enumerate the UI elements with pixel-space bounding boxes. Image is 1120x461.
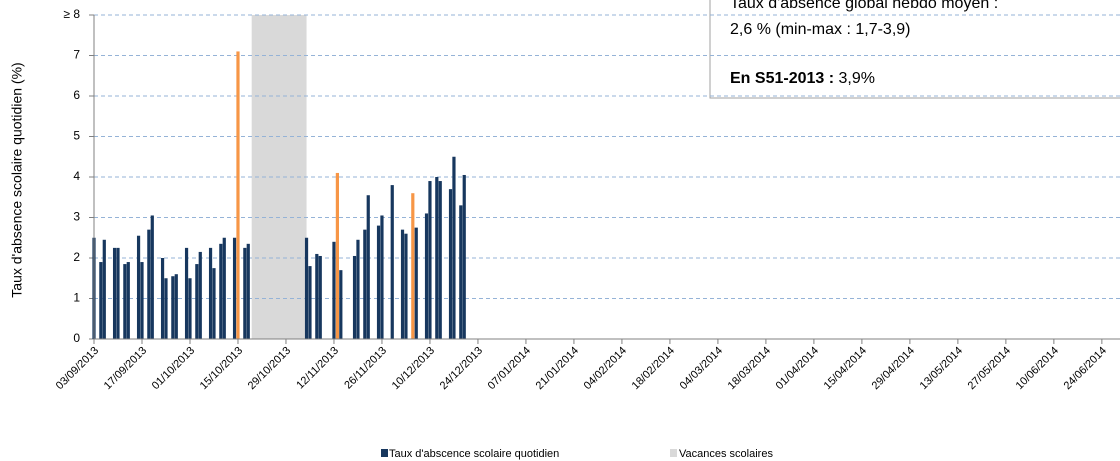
bar xyxy=(318,255,322,339)
bar xyxy=(428,181,432,339)
x-tick-label: 29/04/2014 xyxy=(870,345,917,392)
x-tick-label: 17/09/2013 xyxy=(102,345,149,392)
bar xyxy=(380,215,384,339)
x-tick-label: 01/10/2013 xyxy=(150,345,197,392)
x-tick-label: 15/10/2013 xyxy=(198,345,245,392)
bar xyxy=(184,247,189,339)
y-tick-label: 1 xyxy=(73,291,80,305)
bar xyxy=(99,262,103,339)
x-tick-label: 24/12/2013 xyxy=(438,345,485,392)
legend-label: Vacances scolaires xyxy=(679,448,773,460)
bar xyxy=(188,278,192,339)
annotation-label: En S51-2013 : xyxy=(730,70,834,87)
bar xyxy=(126,262,130,339)
bar xyxy=(150,215,154,339)
annotation-line: En S51-2013 : 3,9% xyxy=(730,70,875,87)
x-tick-label: 27/05/2014 xyxy=(966,345,1013,392)
bar xyxy=(164,278,168,339)
bar xyxy=(246,243,250,339)
bar xyxy=(438,181,442,339)
y-tick-label: 5 xyxy=(73,129,80,143)
bar xyxy=(304,237,309,339)
annotation-line: 2,6 % (min-max : 1,7-3,9) xyxy=(730,21,911,38)
bar xyxy=(411,193,415,339)
bar xyxy=(198,251,202,339)
bar xyxy=(356,239,360,339)
bar xyxy=(236,51,240,339)
bar xyxy=(123,264,127,339)
x-tick-label: 01/04/2014 xyxy=(774,345,821,392)
bar xyxy=(332,241,336,339)
bar xyxy=(102,239,106,339)
bar xyxy=(435,177,439,339)
bar xyxy=(243,247,247,339)
bar xyxy=(459,205,463,339)
bar xyxy=(195,264,199,339)
bar xyxy=(452,156,456,339)
x-tick-label: 04/02/2014 xyxy=(582,345,629,392)
x-tick-label: 29/10/2013 xyxy=(246,345,293,392)
bar xyxy=(174,274,178,339)
y-tick-label: 4 xyxy=(73,169,80,183)
y-tick-label: 2 xyxy=(73,250,80,264)
bar xyxy=(232,237,237,339)
annotation-line: Taux d'absence global hebdo moyen : xyxy=(730,0,998,12)
bar xyxy=(404,233,408,339)
bar xyxy=(339,270,343,339)
bar xyxy=(171,276,175,339)
bar xyxy=(147,229,151,339)
x-tick-label: 04/03/2014 xyxy=(678,345,725,392)
bar xyxy=(315,253,319,339)
legend-label: Taux d'abscence scolaire quotidien xyxy=(389,448,559,460)
bar xyxy=(424,213,429,339)
x-tick-label: 03/09/2013 xyxy=(54,345,101,392)
legend-swatch xyxy=(381,449,388,457)
bar xyxy=(400,229,405,339)
bar xyxy=(335,172,339,339)
bar xyxy=(414,227,418,339)
bar xyxy=(390,185,394,339)
bar xyxy=(366,195,370,339)
bar xyxy=(363,229,367,339)
bar xyxy=(160,258,165,339)
bar xyxy=(222,237,226,339)
y-axis-title: Taux d'absence scolaire quotidien (%) xyxy=(9,62,25,297)
bar xyxy=(212,268,216,339)
bar xyxy=(112,247,117,339)
bar xyxy=(208,247,213,339)
bar xyxy=(136,235,141,339)
x-tick-label: 10/12/2013 xyxy=(390,345,437,392)
x-tick-label: 21/01/2014 xyxy=(534,345,581,392)
x-tick-label: 12/11/2013 xyxy=(294,345,341,392)
annotation-value: 3,9% xyxy=(839,70,875,87)
bar xyxy=(140,262,144,339)
x-tick-label: 07/01/2014 xyxy=(486,345,533,392)
y-tick-label: ≥ 8 xyxy=(63,7,80,21)
bar xyxy=(448,189,453,339)
bar xyxy=(376,225,381,339)
bar xyxy=(352,255,357,339)
x-tick-label: 10/06/2014 xyxy=(1014,345,1061,392)
x-tick-label: 13/05/2014 xyxy=(918,345,965,392)
x-tick-label: 24/06/2014 xyxy=(1062,345,1109,392)
x-tick-label: 18/02/2014 xyxy=(630,345,677,392)
y-tick-label: 0 xyxy=(73,331,80,345)
x-tick-label: 15/04/2014 xyxy=(822,345,869,392)
y-tick-label: 6 xyxy=(73,88,80,102)
annotation-box xyxy=(709,0,1120,99)
y-tick-label: 7 xyxy=(73,48,80,62)
legend-swatch xyxy=(670,449,677,457)
x-tick-label: 26/11/2013 xyxy=(342,345,389,392)
bar xyxy=(462,174,466,339)
bar xyxy=(116,247,120,339)
x-tick-label: 18/03/2014 xyxy=(726,345,773,392)
bar xyxy=(219,243,223,339)
y-tick-label: 3 xyxy=(73,210,80,224)
bar xyxy=(308,266,312,339)
